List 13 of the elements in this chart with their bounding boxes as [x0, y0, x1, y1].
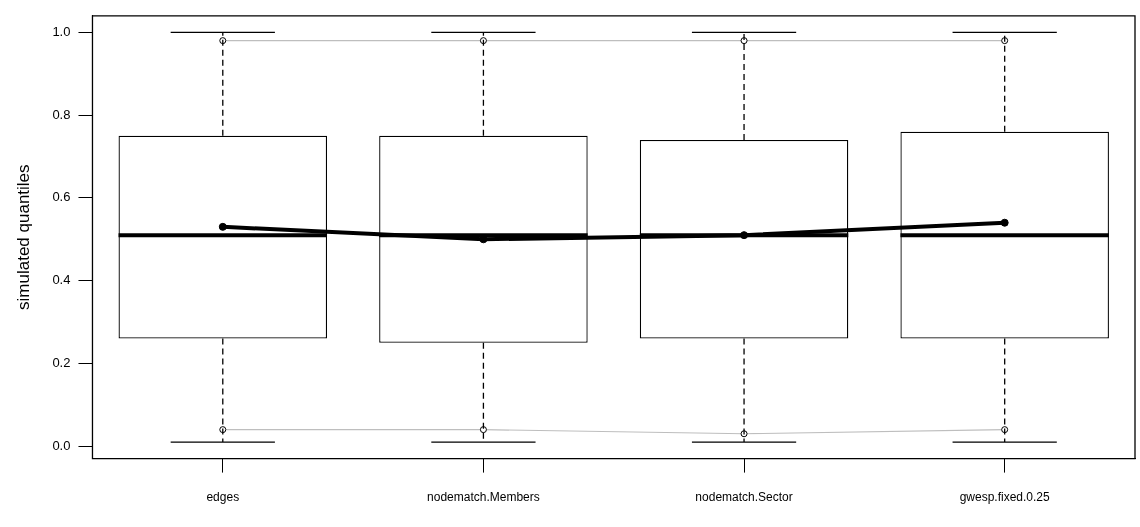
y-tick-label: 0.4 — [52, 272, 71, 288]
y-tick-label: 0.0 — [52, 437, 71, 453]
y-axis-title: simulated quantiles — [13, 164, 33, 310]
point — [1000, 218, 1009, 227]
x-tick-label: nodematch.Members — [427, 490, 540, 505]
x-tick-label: gwesp.fixed.0.25 — [959, 490, 1051, 505]
y-tick-label: 0.8 — [52, 106, 71, 122]
x-tick-label: edges — [206, 490, 240, 505]
y-tick-label: 0.6 — [52, 189, 71, 205]
point — [218, 222, 227, 231]
y-tick-label: 1.0 — [52, 23, 71, 39]
x-tick-label: nodematch.Sector — [695, 490, 793, 505]
y-tick-label: 0.2 — [52, 355, 71, 370]
